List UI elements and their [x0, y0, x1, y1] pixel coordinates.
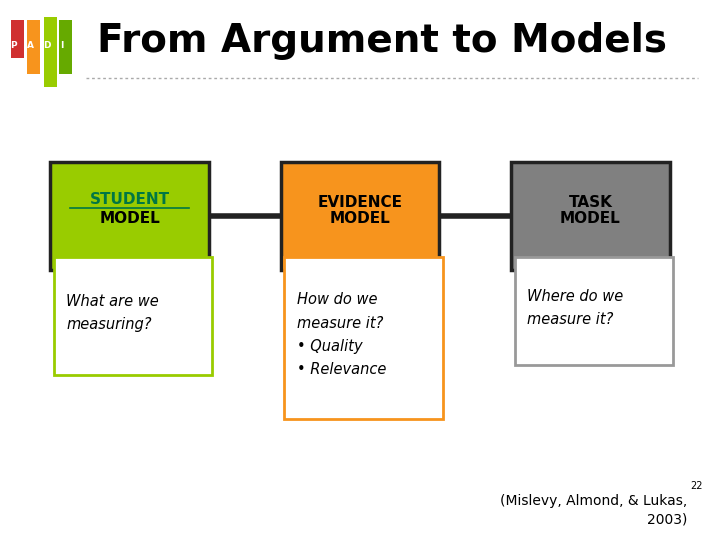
Text: (Mislevy, Almond, & Lukas,: (Mislevy, Almond, & Lukas, [500, 494, 688, 508]
Text: MODEL: MODEL [560, 211, 621, 226]
FancyBboxPatch shape [515, 256, 673, 365]
Text: STUDENT: STUDENT [89, 192, 170, 207]
Text: P: P [10, 42, 17, 50]
FancyBboxPatch shape [11, 20, 24, 58]
Text: I: I [60, 42, 63, 50]
Text: 22: 22 [690, 481, 702, 491]
Text: From Argument to Models: From Argument to Models [97, 22, 667, 59]
Text: A: A [27, 42, 34, 50]
Text: EVIDENCE: EVIDENCE [318, 195, 402, 210]
FancyBboxPatch shape [281, 162, 439, 270]
FancyBboxPatch shape [54, 256, 212, 375]
Text: MODEL: MODEL [330, 211, 390, 226]
Text: What are we
measuring?: What are we measuring? [66, 294, 159, 333]
Text: D: D [43, 42, 50, 50]
Text: MODEL: MODEL [99, 211, 160, 226]
FancyBboxPatch shape [50, 162, 209, 270]
FancyBboxPatch shape [44, 17, 57, 87]
FancyBboxPatch shape [511, 162, 670, 270]
FancyBboxPatch shape [27, 20, 40, 74]
Text: TASK: TASK [569, 195, 612, 210]
Text: 2003): 2003) [647, 512, 688, 526]
FancyBboxPatch shape [59, 20, 72, 74]
FancyBboxPatch shape [284, 256, 443, 418]
Text: Where do we
measure it?: Where do we measure it? [527, 288, 624, 327]
Text: How do we
measure it?
• Quality
• Relevance: How do we measure it? • Quality • Releva… [297, 292, 386, 377]
